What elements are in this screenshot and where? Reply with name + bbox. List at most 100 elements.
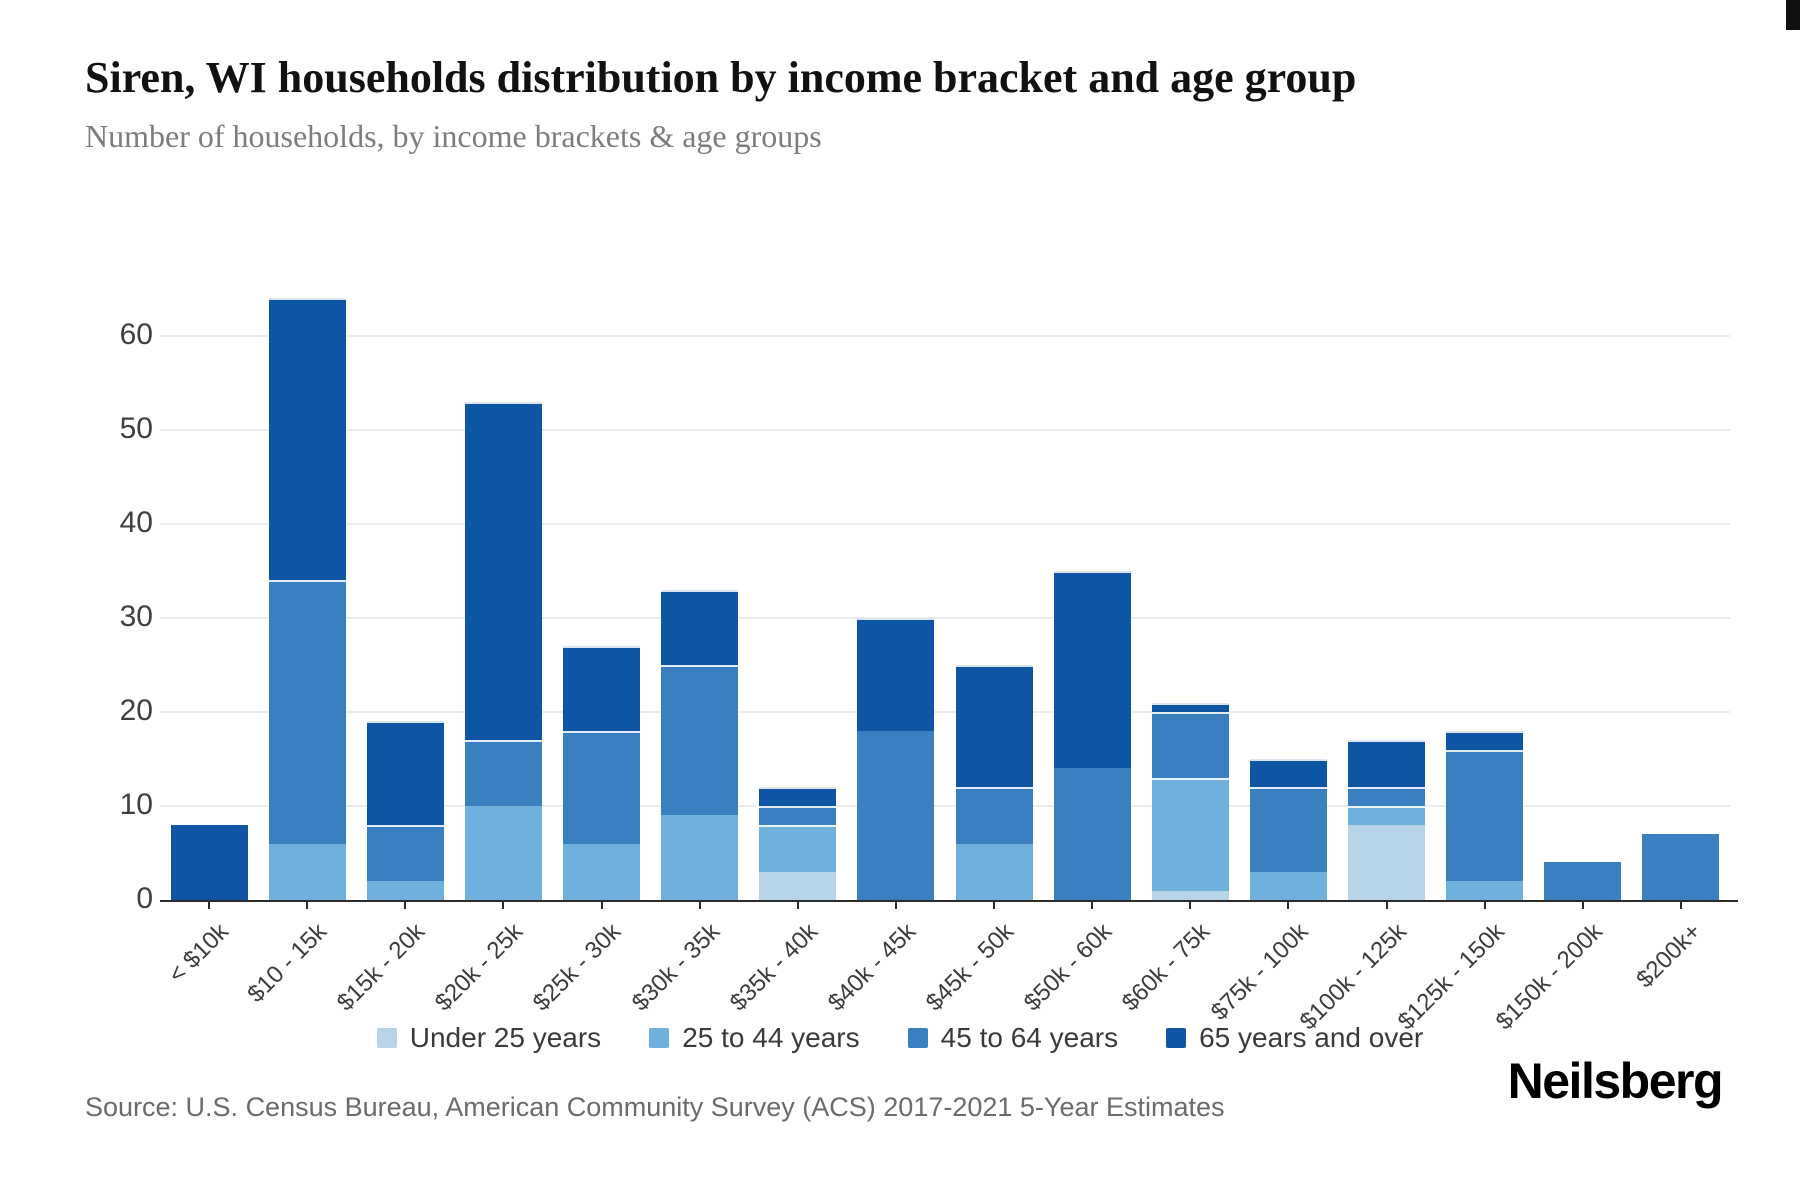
bar-segment[interactable] (1151, 890, 1229, 900)
bar-segment[interactable] (1249, 759, 1327, 788)
legend-swatch-icon (376, 1028, 397, 1048)
x-axis-tick (698, 900, 701, 909)
bar-segment[interactable] (1642, 834, 1720, 900)
bar-segment[interactable] (464, 806, 542, 900)
y-axis-tick-label: 20 (119, 694, 153, 727)
corner-mark (1786, 0, 1800, 30)
bar-segment[interactable] (366, 721, 444, 825)
legend-item[interactable]: 25 to 44 years (649, 1022, 860, 1054)
x-axis-tick-label: < $10k (163, 918, 235, 989)
y-axis-tick-label: 50 (119, 412, 153, 445)
gridline-y50 (160, 429, 1730, 431)
bar-segment[interactable] (955, 787, 1033, 844)
bar-segment[interactable] (563, 843, 641, 900)
bar-segment[interactable] (955, 665, 1033, 788)
y-axis-tick-label: 0 (136, 882, 153, 915)
bar-segment[interactable] (1446, 730, 1524, 750)
x-axis-tick (1385, 900, 1388, 909)
bar-segment[interactable] (661, 665, 739, 816)
legend-label: 45 to 64 years (940, 1022, 1119, 1053)
gridline-y30 (160, 617, 1730, 619)
x-axis-tick (1483, 900, 1486, 909)
bar-segment[interactable] (366, 824, 444, 882)
bar-segment[interactable] (1249, 787, 1327, 872)
bar-segment[interactable] (464, 740, 542, 806)
bar-segment[interactable] (1446, 749, 1524, 882)
x-axis-tick-label: $30k - 35k (626, 918, 725, 1017)
gridline-y60 (160, 335, 1730, 337)
neilsberg-logo: Neilsberg (1507, 1053, 1724, 1109)
bar-segment[interactable] (464, 401, 542, 741)
bar-segment[interactable] (1151, 712, 1229, 778)
bar-segment[interactable] (170, 824, 248, 900)
x-axis-tick (1287, 900, 1290, 909)
x-axis-tick-label: $20k - 25k (430, 918, 529, 1017)
legend-item[interactable]: 45 to 64 years (907, 1022, 1119, 1054)
y-axis-tick-label: 40 (119, 506, 153, 539)
x-axis-tick (1679, 900, 1682, 909)
x-axis-tick-label: $25k - 30k (528, 918, 627, 1017)
x-axis-tick (502, 900, 505, 909)
x-axis-tick-label: $35k - 40k (724, 918, 823, 1017)
legend-item[interactable]: Under 25 years (376, 1022, 602, 1054)
x-axis-tick (993, 900, 996, 909)
bar-segment[interactable] (1446, 881, 1524, 900)
bar-segment[interactable] (1151, 777, 1229, 891)
x-axis-tick-label: $10 - 15k (242, 918, 333, 1008)
bar-segment[interactable] (955, 843, 1033, 900)
x-axis-tick (796, 900, 799, 909)
bar-segment[interactable] (1348, 824, 1426, 900)
source-note: Source: U.S. Census Bureau, American Com… (85, 1092, 1225, 1122)
bar-segment[interactable] (759, 787, 837, 806)
chart-title: Siren, WI households distribution by inc… (85, 53, 1357, 102)
bar-segment[interactable] (1249, 871, 1327, 900)
legend-swatch-icon (907, 1028, 928, 1048)
bar-segment[interactable] (1348, 806, 1426, 825)
bar-segment[interactable] (759, 824, 837, 872)
bar-segment[interactable] (759, 871, 837, 900)
bar-segment[interactable] (759, 806, 837, 825)
chart-subtitle: Number of households, by income brackets… (85, 118, 822, 154)
x-axis-tick (1189, 900, 1192, 909)
bar-segment[interactable] (563, 646, 641, 731)
y-axis-tick-label: 60 (119, 318, 153, 351)
legend-item[interactable]: 65 years and over (1166, 1022, 1423, 1054)
y-axis-tick-label: 30 (119, 600, 153, 633)
x-axis-tick-label: $45k - 50k (920, 918, 1020, 1017)
legend-label: 65 years and over (1199, 1022, 1424, 1053)
x-axis-tick (600, 900, 603, 909)
bar-segment[interactable] (268, 580, 346, 844)
bar-segment[interactable] (366, 881, 444, 900)
x-axis-tick (894, 900, 897, 909)
x-axis-tick-label: $15k - 20k (332, 918, 431, 1017)
bar-segment[interactable] (268, 298, 346, 581)
legend: Under 25 years 25 to 44 years 45 to 64 yea… (0, 1022, 1800, 1054)
x-axis-line (160, 900, 1738, 902)
x-axis-tick-label: $40k - 45k (822, 918, 922, 1017)
bar-segment[interactable] (857, 730, 935, 900)
bar-segment[interactable] (1348, 787, 1426, 806)
legend-swatch-icon (1166, 1028, 1187, 1048)
bar-segment[interactable] (661, 815, 739, 900)
bar-segment[interactable] (1053, 571, 1131, 769)
x-axis-tick (1091, 900, 1094, 909)
legend-swatch-icon (649, 1028, 670, 1048)
bar-segment[interactable] (1151, 702, 1229, 712)
bar-segment[interactable] (661, 589, 739, 665)
gridline-y20 (160, 711, 1730, 713)
bar-segment[interactable] (563, 730, 641, 844)
bar-segment[interactable] (1348, 740, 1426, 788)
legend-label: Under 25 years (409, 1022, 602, 1053)
bar-segment[interactable] (1544, 862, 1622, 900)
x-axis-tick-label: $200k+ (1630, 918, 1707, 994)
bar-segment[interactable] (1053, 768, 1131, 900)
x-axis-tick (1581, 900, 1584, 909)
y-axis-tick-label: 10 (119, 788, 153, 821)
x-axis-tick-label: $60k - 75k (1117, 918, 1216, 1017)
bar-segment[interactable] (857, 618, 935, 731)
bar-segment[interactable] (268, 843, 346, 900)
x-axis-tick (208, 900, 211, 909)
x-axis-tick-label: $50k - 60k (1018, 918, 1118, 1017)
legend-label: 25 to 44 years (682, 1022, 860, 1053)
